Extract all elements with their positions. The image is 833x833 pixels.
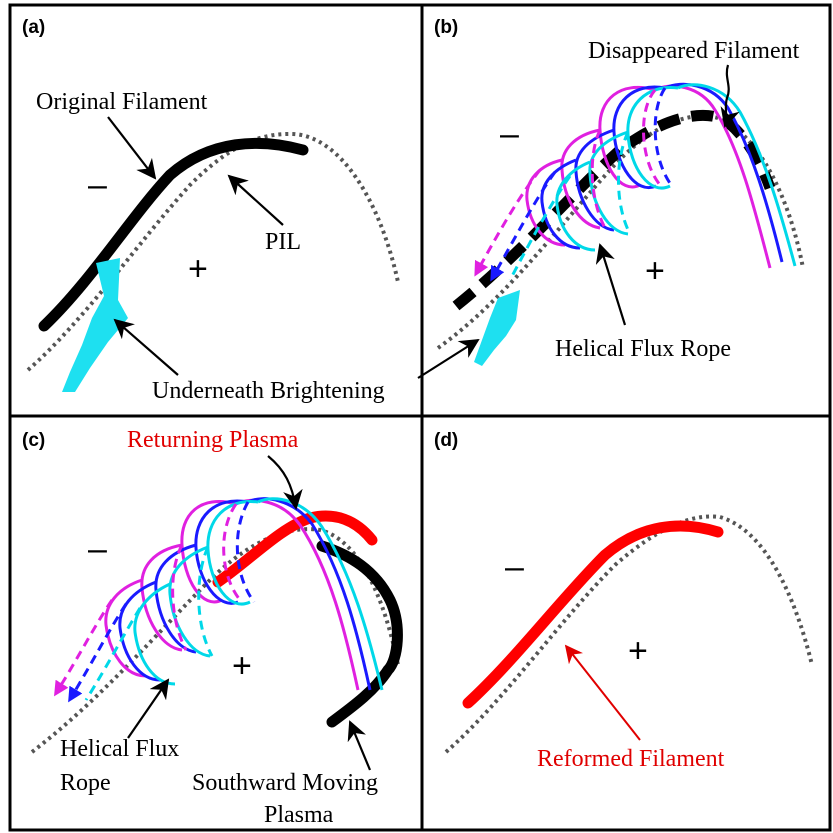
plus-sign: + bbox=[645, 252, 665, 290]
brightening-patch bbox=[474, 290, 520, 366]
helical-flux-rope-label-2: Rope bbox=[60, 770, 111, 796]
pil-label: PIL bbox=[265, 229, 301, 255]
helical-flux-rope-label-1: Helical Flux bbox=[60, 736, 179, 762]
southward-plasma-line bbox=[322, 546, 397, 722]
flux-end-cyan bbox=[86, 608, 140, 700]
helical-flux-rope bbox=[58, 499, 382, 700]
panel-d: (d) – + Reformed Filament bbox=[434, 430, 812, 772]
panel-frames bbox=[10, 5, 830, 830]
reformed-filament-label: Reformed Filament bbox=[537, 746, 725, 772]
panel-c: (c) – + Returning Plasma bbox=[22, 427, 398, 828]
southward-moving-label-1: Southward Moving bbox=[192, 770, 378, 796]
brightening-patch bbox=[62, 258, 128, 392]
helical-flux-rope-arrow bbox=[600, 245, 625, 325]
loop1-back-blue bbox=[655, 88, 672, 186]
returning-plasma-label: Returning Plasma bbox=[127, 427, 299, 453]
pil-line bbox=[28, 134, 398, 370]
plus-sign: + bbox=[232, 647, 252, 685]
minus-sign: – bbox=[88, 166, 107, 204]
brightening-arrow-a bbox=[115, 320, 178, 375]
panel-b: (b) – + Disappeared Filam bbox=[434, 17, 803, 366]
brightening-arrow-b bbox=[418, 340, 478, 378]
panel-c-tag: (c) bbox=[22, 430, 45, 451]
underneath-brightening-label: Underneath Brightening bbox=[152, 378, 385, 404]
plus-sign: + bbox=[188, 250, 208, 288]
panel-a-tag: (a) bbox=[22, 17, 45, 38]
flux-line-blue-right bbox=[665, 84, 782, 262]
helical-flux-rope-label: Helical Flux Rope bbox=[555, 336, 731, 362]
minus-sign: – bbox=[505, 548, 524, 586]
panel-d-tag: (d) bbox=[434, 430, 458, 451]
panel-a: (a) – + Original Filament PIL Underneath… bbox=[22, 17, 478, 404]
southward-plasma-arrow bbox=[350, 722, 370, 770]
original-filament-label: Original Filament bbox=[36, 89, 208, 115]
loop3-magenta bbox=[106, 580, 146, 676]
helical-flux-rope-arrow bbox=[128, 680, 168, 738]
disappeared-filament-label: Disappeared Filament bbox=[588, 38, 800, 64]
pil-arrow bbox=[229, 176, 283, 225]
minus-sign: – bbox=[88, 530, 107, 568]
minus-sign: – bbox=[500, 115, 519, 153]
southward-moving-label-2: Plasma bbox=[264, 802, 334, 828]
panel-b-tag: (b) bbox=[434, 17, 458, 38]
plus-sign: + bbox=[628, 632, 648, 670]
original-filament-arrow bbox=[108, 117, 155, 178]
